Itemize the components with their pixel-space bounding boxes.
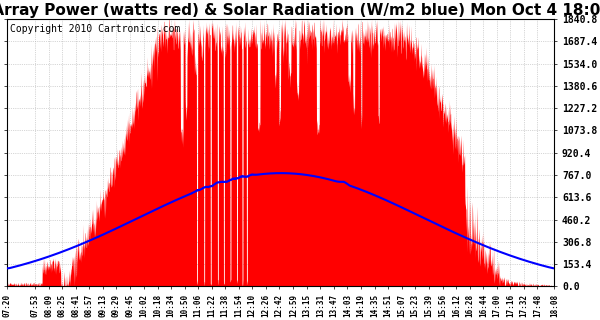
Title: East Array Power (watts red) & Solar Radiation (W/m2 blue) Mon Oct 4 18:08: East Array Power (watts red) & Solar Rad… [0,3,600,18]
Text: Copyright 2010 Cartronics.com: Copyright 2010 Cartronics.com [10,24,181,34]
